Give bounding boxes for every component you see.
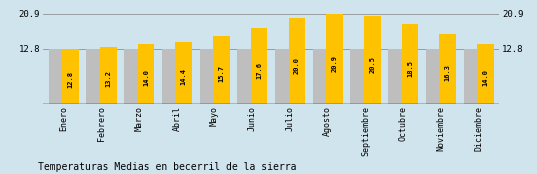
Text: 17.6: 17.6 [256, 62, 262, 79]
Bar [100, 47, 117, 104]
Bar [162, 49, 176, 104]
Bar [288, 18, 305, 104]
Bar [463, 49, 477, 104]
Bar [313, 49, 326, 104]
Bar [426, 49, 439, 104]
Text: 16.3: 16.3 [445, 64, 451, 81]
Bar [213, 36, 230, 104]
Bar [176, 42, 192, 104]
Bar [388, 49, 402, 104]
Bar [439, 34, 456, 104]
Bar [137, 44, 154, 104]
Bar [275, 49, 288, 104]
Text: 15.7: 15.7 [219, 65, 224, 82]
Text: 20.0: 20.0 [294, 57, 300, 74]
Bar [237, 49, 251, 104]
Text: 18.5: 18.5 [407, 60, 413, 77]
Text: 14.0: 14.0 [482, 69, 489, 86]
Bar [86, 49, 100, 104]
Text: 14.4: 14.4 [180, 68, 187, 85]
Bar [402, 24, 418, 104]
Text: 14.0: 14.0 [143, 69, 149, 86]
Bar [326, 14, 343, 104]
Bar [251, 28, 267, 104]
Text: 13.2: 13.2 [105, 70, 111, 87]
Bar [62, 49, 79, 104]
Text: Temperaturas Medias en becerril de la sierra: Temperaturas Medias en becerril de la si… [38, 162, 296, 172]
Bar [124, 49, 137, 104]
Text: 20.5: 20.5 [369, 56, 375, 73]
Bar [49, 49, 62, 104]
Text: 20.9: 20.9 [331, 55, 338, 72]
Bar [477, 44, 494, 104]
Text: 12.8: 12.8 [68, 71, 74, 88]
Bar [364, 16, 381, 104]
Bar [351, 49, 364, 104]
Bar [200, 49, 213, 104]
